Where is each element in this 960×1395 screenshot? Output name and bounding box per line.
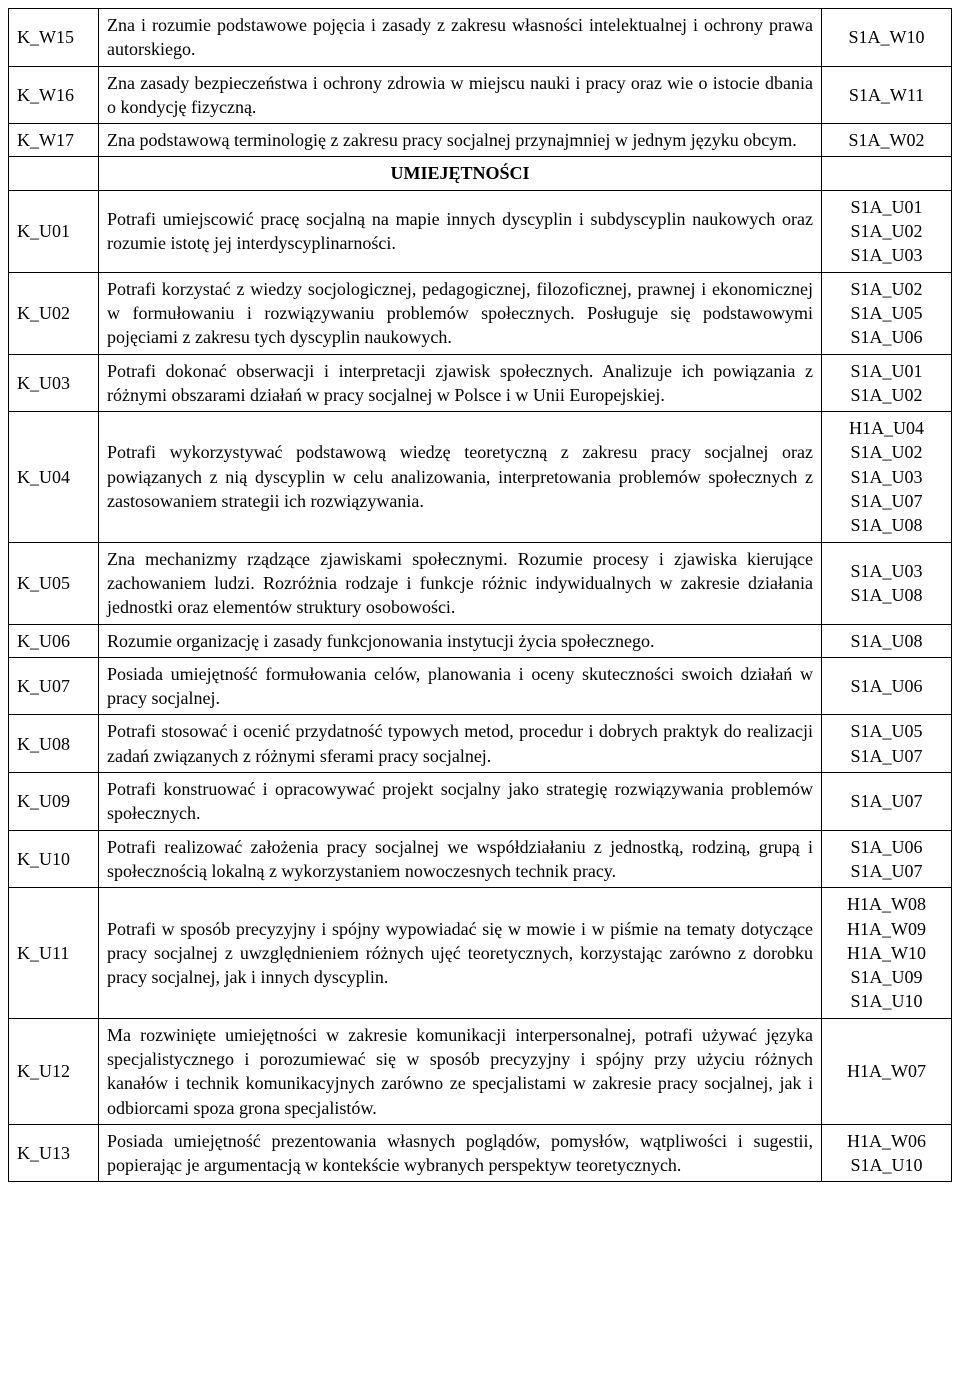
section-header: UMIEJĘTNOŚCI (99, 157, 822, 190)
outcome-description: Ma rozwinięte umiejętności w zakresie ko… (99, 1018, 822, 1124)
table-row: K_U02Potrafi korzystać z wiedzy socjolog… (9, 272, 952, 354)
outcome-references: S1A_U01S1A_U02 (822, 354, 952, 412)
table-row: K_U10Potrafi realizować założenia pracy … (9, 830, 952, 888)
table-row: K_U05Zna mechanizmy rządzące zjawiskami … (9, 542, 952, 624)
outcome-description: Zna podstawową terminologię z zakresu pr… (99, 124, 822, 157)
outcome-references: H1A_W06S1A_U10 (822, 1124, 952, 1182)
outcome-description: Potrafi umiejscowić pracę socjalną na ma… (99, 190, 822, 272)
outcome-description: Posiada umiejętność prezentowania własny… (99, 1124, 822, 1182)
outcome-code: K_U10 (9, 830, 99, 888)
outcome-description: Potrafi w sposób precyzyjny i spójny wyp… (99, 888, 822, 1018)
outcome-code: K_U05 (9, 542, 99, 624)
table-row: K_W15Zna i rozumie podstawowe pojęcia i … (9, 9, 952, 67)
outcome-references: S1A_U02S1A_U05S1A_U06 (822, 272, 952, 354)
outcome-description: Potrafi stosować i ocenić przydatność ty… (99, 715, 822, 773)
outcome-references: S1A_U05S1A_U07 (822, 715, 952, 773)
table-row: K_U01Potrafi umiejscowić pracę socjalną … (9, 190, 952, 272)
section-right-cell (822, 157, 952, 190)
outcome-references: S1A_U01S1A_U02S1A_U03 (822, 190, 952, 272)
outcome-code: K_U12 (9, 1018, 99, 1124)
outcome-code: K_U01 (9, 190, 99, 272)
outcome-references: S1A_U03S1A_U08 (822, 542, 952, 624)
outcome-description: Zna i rozumie podstawowe pojęcia i zasad… (99, 9, 822, 67)
table-row: K_U06Rozumie organizację i zasady funkcj… (9, 624, 952, 657)
outcome-description: Potrafi realizować założenia pracy socja… (99, 830, 822, 888)
outcome-references: S1A_U08 (822, 624, 952, 657)
outcome-code: K_U06 (9, 624, 99, 657)
outcome-references: H1A_W08H1A_W09H1A_W10S1A_U09S1A_U10 (822, 888, 952, 1018)
table-row: K_U12Ma rozwinięte umiejętności w zakres… (9, 1018, 952, 1124)
outcome-code: K_U03 (9, 354, 99, 412)
table-row: K_W16Zna zasady bezpieczeństwa i ochrony… (9, 66, 952, 124)
outcome-code: K_U04 (9, 412, 99, 542)
outcome-references: H1A_W07 (822, 1018, 952, 1124)
outcomes-table: K_W15Zna i rozumie podstawowe pojęcia i … (8, 8, 952, 1182)
outcome-description: Rozumie organizację i zasady funkcjonowa… (99, 624, 822, 657)
outcome-code: K_W17 (9, 124, 99, 157)
outcome-description: Potrafi wykorzystywać podstawową wiedzę … (99, 412, 822, 542)
outcome-code: K_U08 (9, 715, 99, 773)
table-row: K_U03Potrafi dokonać obserwacji i interp… (9, 354, 952, 412)
outcome-references: H1A_U04S1A_U02S1A_U03S1A_U07S1A_U08 (822, 412, 952, 542)
outcome-code: K_U09 (9, 773, 99, 831)
outcome-references: S1A_W10 (822, 9, 952, 67)
outcome-code: K_U02 (9, 272, 99, 354)
outcome-code: K_U07 (9, 657, 99, 715)
outcome-description: Zna mechanizmy rządzące zjawiskami społe… (99, 542, 822, 624)
section-left-cell (9, 157, 99, 190)
outcome-code: K_U13 (9, 1124, 99, 1182)
outcome-code: K_U11 (9, 888, 99, 1018)
outcome-description: Potrafi dokonać obserwacji i interpretac… (99, 354, 822, 412)
table-row: K_U09Potrafi konstruować i opracowywać p… (9, 773, 952, 831)
table-row: K_U13Posiada umiejętność prezentowania w… (9, 1124, 952, 1182)
outcome-references: S1A_W11 (822, 66, 952, 124)
table-row: K_U11Potrafi w sposób precyzyjny i spójn… (9, 888, 952, 1018)
outcome-description: Potrafi korzystać z wiedzy socjologiczne… (99, 272, 822, 354)
table-row: UMIEJĘTNOŚCI (9, 157, 952, 190)
table-row: K_U04Potrafi wykorzystywać podstawową wi… (9, 412, 952, 542)
table-row: K_U07Posiada umiejętność formułowania ce… (9, 657, 952, 715)
outcome-description: Potrafi konstruować i opracowywać projek… (99, 773, 822, 831)
outcome-description: Zna zasady bezpieczeństwa i ochrony zdro… (99, 66, 822, 124)
outcome-references: S1A_U06S1A_U07 (822, 830, 952, 888)
table-row: K_U08Potrafi stosować i ocenić przydatno… (9, 715, 952, 773)
outcome-references: S1A_U07 (822, 773, 952, 831)
outcome-references: S1A_W02 (822, 124, 952, 157)
table-row: K_W17Zna podstawową terminologię z zakre… (9, 124, 952, 157)
outcome-code: K_W16 (9, 66, 99, 124)
outcome-references: S1A_U06 (822, 657, 952, 715)
outcome-description: Posiada umiejętność formułowania celów, … (99, 657, 822, 715)
outcome-code: K_W15 (9, 9, 99, 67)
